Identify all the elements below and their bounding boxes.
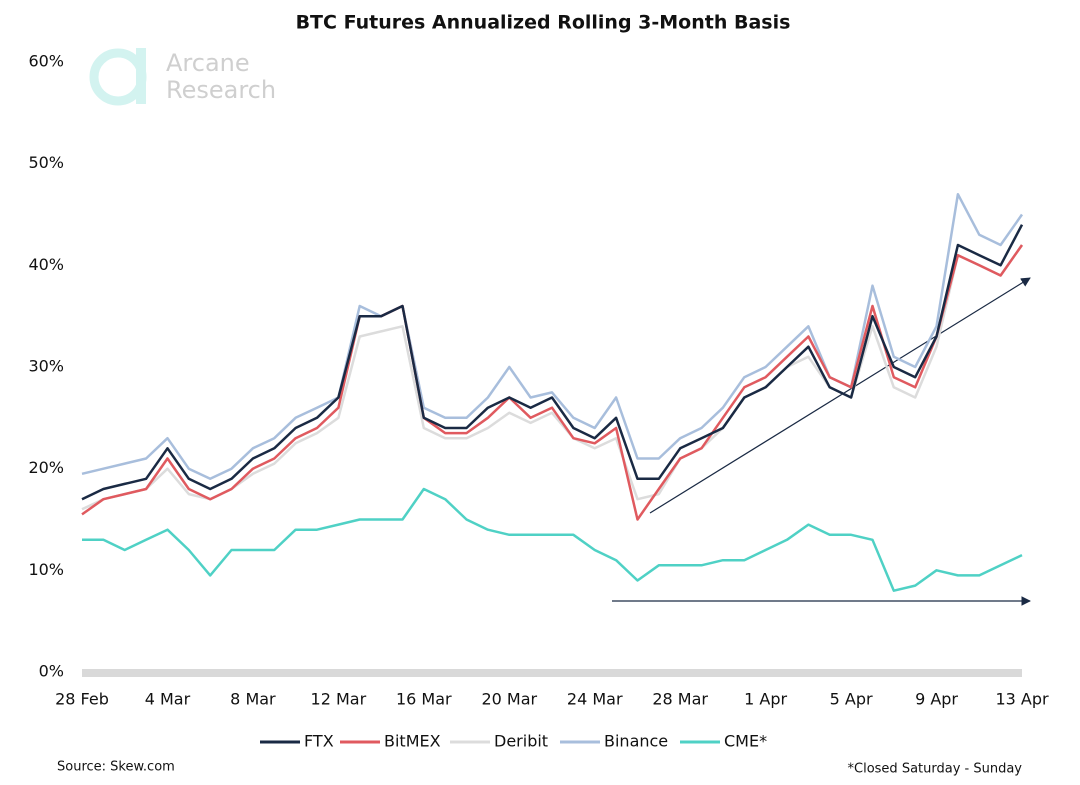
x-tick-label: 28 Mar — [652, 690, 708, 709]
logo: Arcane Research — [89, 48, 276, 106]
y-tick-label: 50% — [28, 153, 64, 172]
x-tick-label: 9 Apr — [915, 690, 958, 709]
logo-text: Arcane — [166, 49, 250, 77]
legend-label: FTX — [304, 732, 334, 751]
y-tick-label: 20% — [28, 458, 64, 477]
y-tick-label: 40% — [28, 255, 64, 274]
series-line — [81, 192, 1024, 481]
x-tick-label: 12 Mar — [311, 690, 367, 709]
y-tick-label: 0% — [39, 662, 64, 681]
y-tick-label: 60% — [28, 52, 64, 71]
y-tick-label: 30% — [28, 357, 64, 376]
note: *Closed Saturday - Sunday — [848, 762, 1023, 777]
source: Source: Skew.com — [57, 760, 175, 775]
trend-arrow — [649, 277, 1031, 514]
y-tick-label: 10% — [28, 560, 64, 579]
x-tick-label: 8 Mar — [230, 690, 276, 709]
x-tick-label: 5 Apr — [830, 690, 873, 709]
chart-title: BTC Futures Annualized Rolling 3-Month B… — [296, 12, 791, 34]
x-tick-label: 13 Apr — [995, 690, 1049, 709]
x-tick-label: 16 Mar — [396, 690, 452, 709]
x-axis-band — [82, 669, 1022, 677]
series-line — [81, 244, 1024, 511]
x-tick-label: 4 Mar — [145, 690, 191, 709]
series-line — [81, 244, 1024, 521]
x-tick-label: 28 Feb — [55, 690, 109, 709]
x-tick-label: 1 Apr — [744, 690, 787, 709]
x-tick-label: 24 Mar — [567, 690, 623, 709]
logo-text: Research — [166, 76, 276, 104]
legend-label: Deribit — [494, 732, 548, 751]
series-line — [81, 224, 1024, 501]
legend-label: Binance — [604, 732, 668, 751]
legend-label: CME* — [724, 732, 767, 751]
legend-label: BitMEX — [384, 732, 441, 751]
x-tick-label: 20 Mar — [481, 690, 537, 709]
series-line — [82, 487, 1023, 592]
